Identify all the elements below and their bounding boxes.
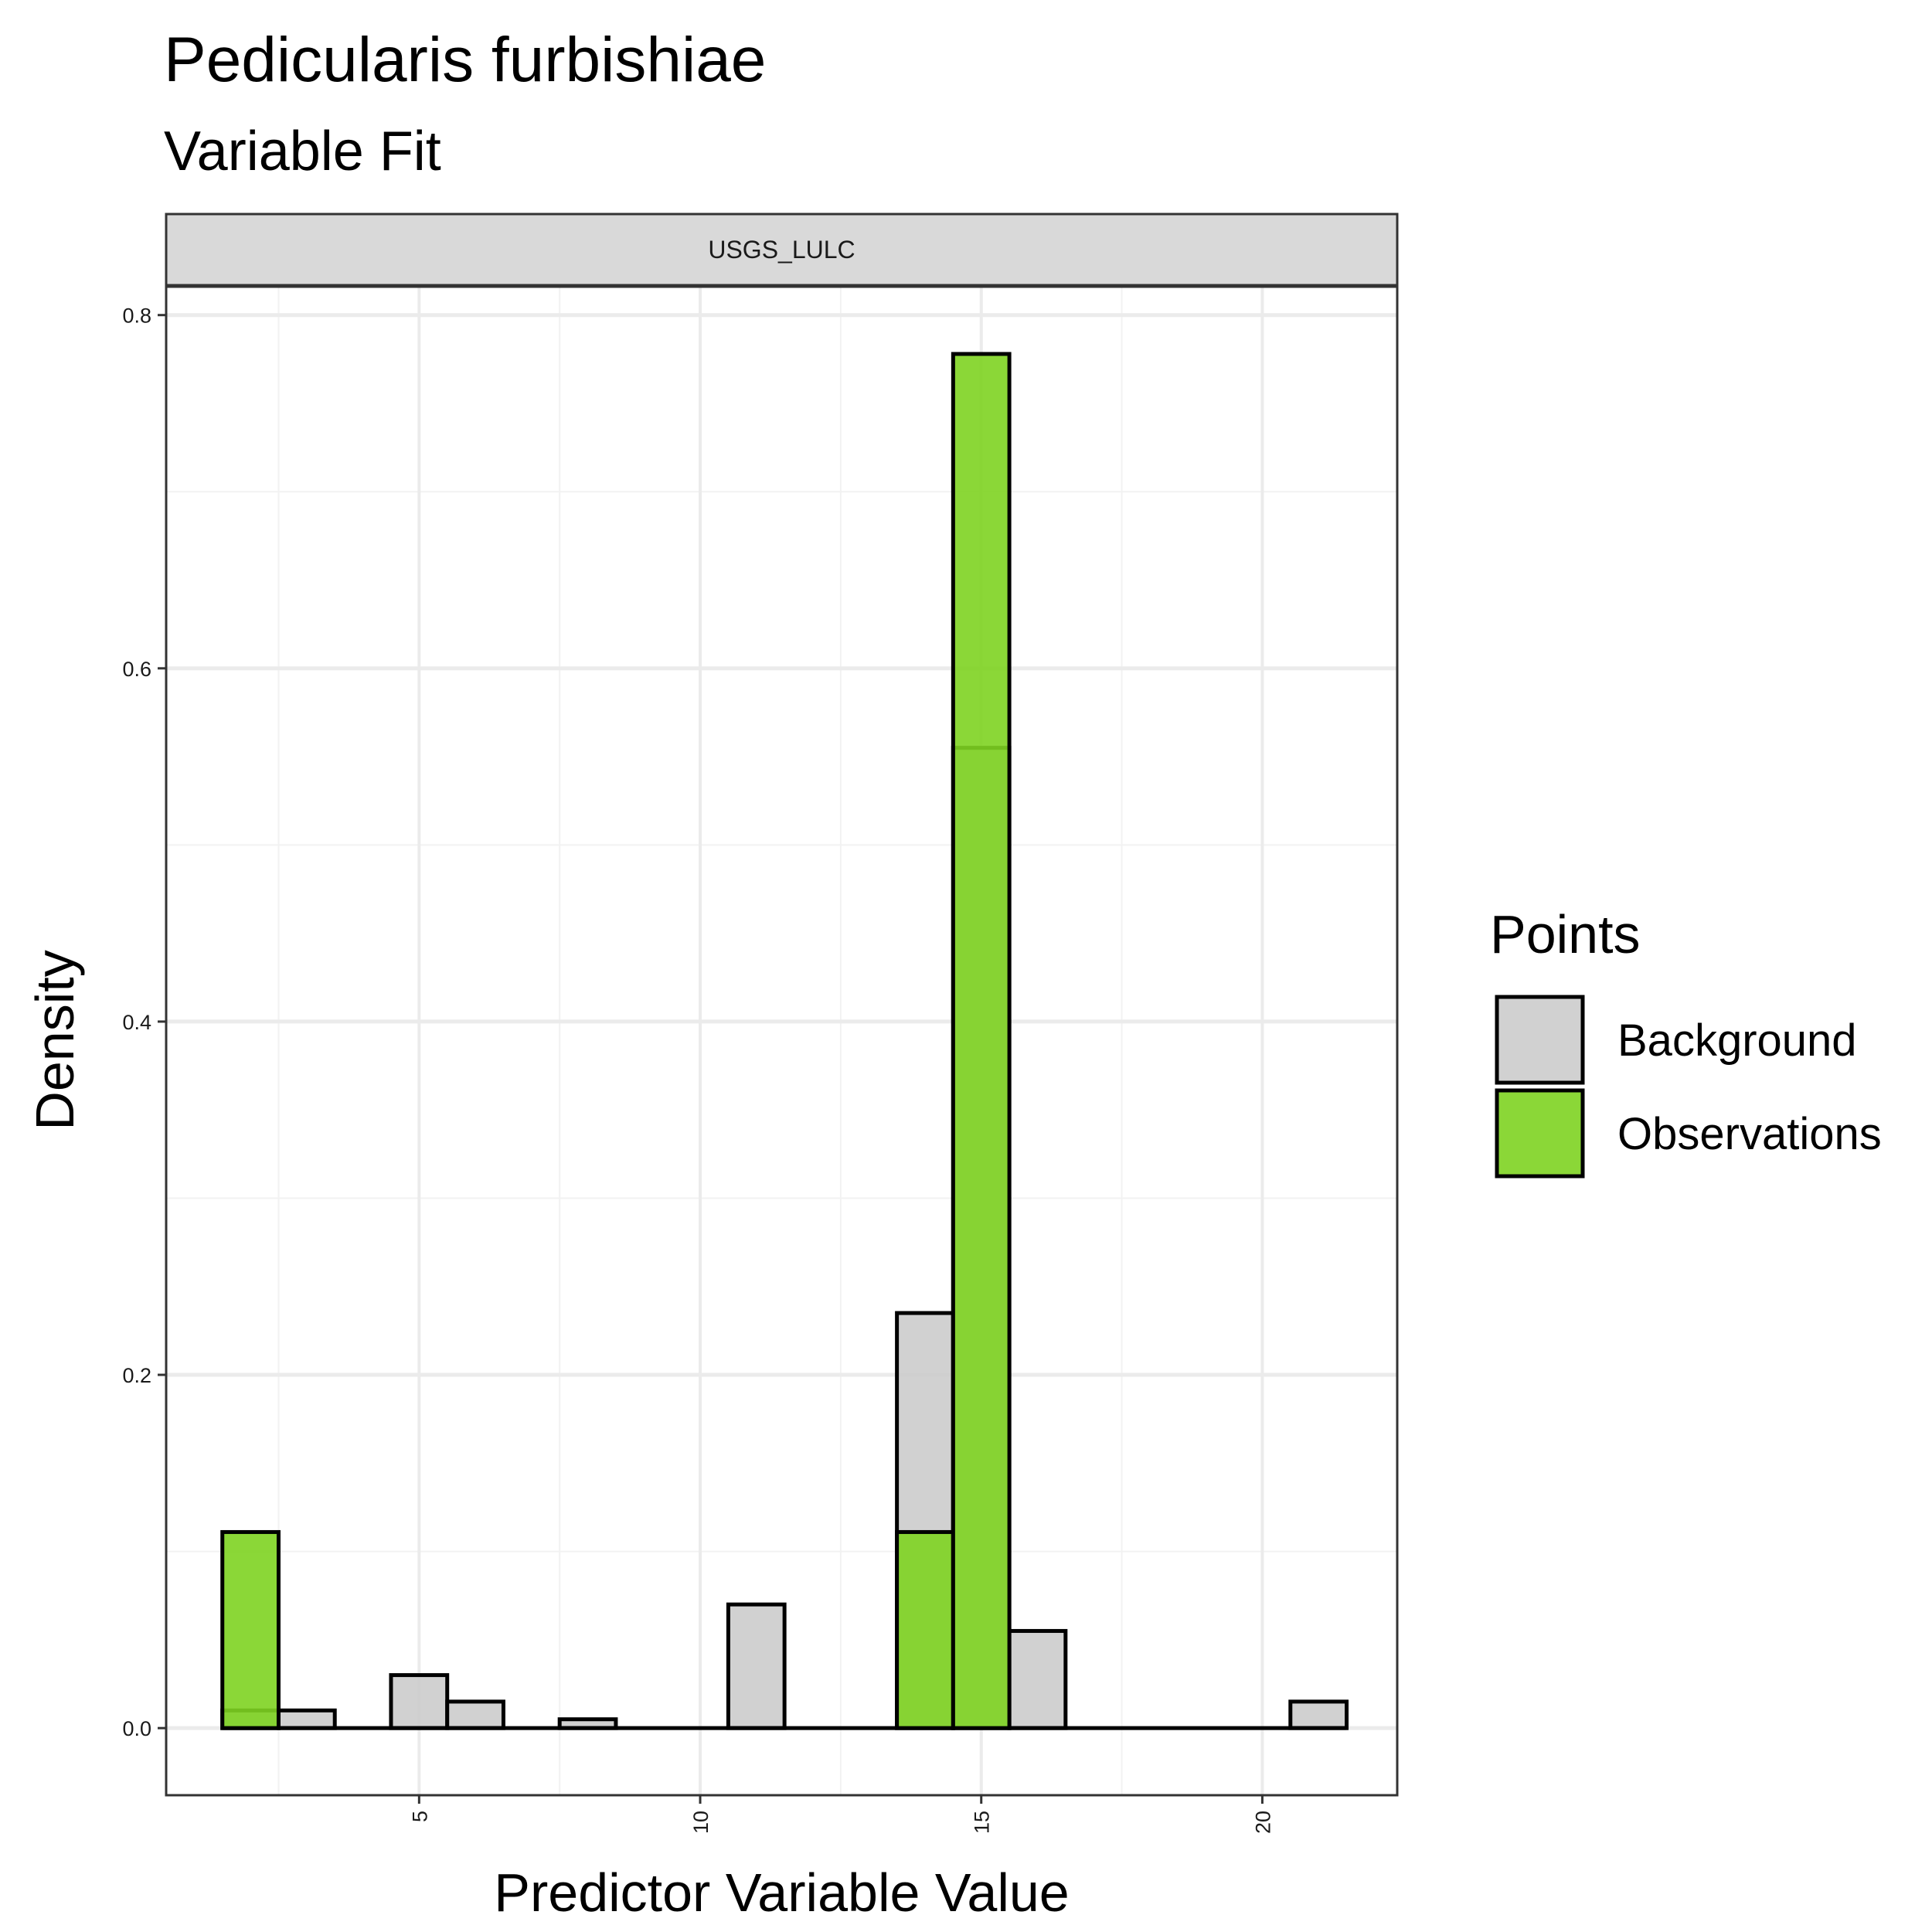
- facet-strip-label: USGS_LULC: [708, 236, 855, 264]
- y-tick-label: 0.8: [122, 304, 151, 328]
- observation-bars: [220, 352, 1012, 1730]
- x-tick-label: 5: [408, 1811, 431, 1822]
- background-bar: [389, 1673, 450, 1730]
- observations-bar: [951, 352, 1012, 1730]
- legend-label-observations: Observations: [1617, 1109, 1882, 1159]
- background-bar: [276, 1708, 337, 1730]
- observations-bar: [895, 1529, 955, 1730]
- legend-label-background: Background: [1617, 1015, 1857, 1066]
- background-bar: [726, 1602, 787, 1730]
- chart-title: Pedicularis furbishiae: [164, 25, 766, 95]
- x-axis: 5 10 15 20: [408, 1795, 1274, 1834]
- legend-key-background: [1495, 995, 1585, 1085]
- observations-bar: [220, 1529, 281, 1730]
- legend-title: Points: [1490, 904, 1641, 964]
- background-bar: [1007, 1628, 1068, 1730]
- x-axis-title: Predictor Variable Value: [494, 1862, 1069, 1923]
- background-bar: [445, 1699, 505, 1730]
- x-tick-label: 15: [971, 1811, 994, 1834]
- legend-key-observations: [1495, 1088, 1585, 1179]
- grid-minor: [166, 286, 1397, 1795]
- x-tick-label: 20: [1251, 1811, 1274, 1834]
- x-tick-label: 10: [689, 1811, 713, 1834]
- y-axis: 0.0 0.2 0.4 0.6 0.8: [122, 304, 166, 1740]
- y-tick-label: 0.0: [122, 1717, 151, 1740]
- y-axis-title: Density: [25, 950, 85, 1130]
- background-bar: [1288, 1699, 1349, 1730]
- legend: Points Background Observations: [1490, 904, 1882, 1179]
- plot-panel-background: [166, 286, 1397, 1795]
- chart-subtitle: Variable Fit: [164, 121, 441, 182]
- y-tick-label: 0.2: [122, 1364, 151, 1387]
- y-tick-label: 0.4: [122, 1011, 151, 1034]
- y-tick-label: 0.6: [122, 658, 151, 681]
